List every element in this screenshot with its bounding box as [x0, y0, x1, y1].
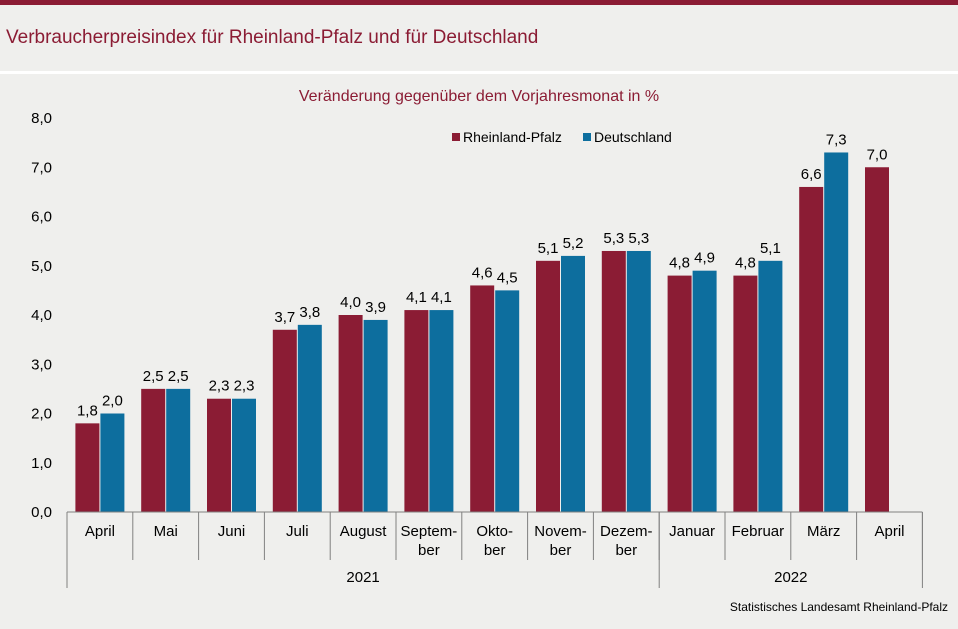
page-title: Verbraucherpreisindex für Rheinland-Pfal… [6, 27, 539, 48]
bar-rlp [141, 388, 166, 512]
bar-de [561, 255, 585, 512]
bar-de [758, 260, 783, 512]
data-label: 5,2 [563, 235, 584, 252]
legend-label: Deutschland [594, 129, 672, 145]
category-label: April [874, 523, 904, 540]
legend-swatch-rlp [452, 133, 460, 141]
bar-de [363, 319, 388, 512]
data-label: 7,3 [826, 131, 847, 148]
data-label: 5,1 [760, 240, 781, 257]
bar-de [692, 270, 717, 512]
year-group-label: 2021 [346, 569, 379, 586]
data-label: 4,8 [735, 255, 756, 272]
category-label: ber [484, 542, 506, 559]
data-label: 5,3 [603, 230, 624, 247]
y-tick-label: 5,0 [31, 258, 52, 275]
legend-label: Rheinland-Pfalz [463, 129, 562, 145]
bar-de [495, 290, 520, 512]
bar-rlp [470, 285, 495, 512]
category-label: April [85, 523, 115, 540]
category-label: Okto- [476, 523, 513, 540]
category-label: Januar [669, 523, 715, 540]
data-label: 3,9 [365, 299, 386, 316]
legend-swatch-de [583, 133, 591, 141]
source-note: Statistisches Landesamt Rheinland-Pfalz [729, 600, 948, 614]
chart-area: Veränderung gegenüber dem Vorjahresmonat… [0, 74, 958, 629]
category-label: Mai [154, 523, 178, 540]
bar-rlp [338, 315, 363, 512]
bar-de [100, 413, 125, 512]
data-label: 5,3 [628, 230, 649, 247]
data-label: 4,8 [669, 255, 690, 272]
data-label: 4,1 [431, 289, 452, 306]
data-label: 7,0 [867, 146, 888, 163]
data-label: 4,5 [497, 269, 518, 286]
data-label: 4,6 [472, 264, 493, 281]
top-accent-bar [0, 0, 958, 5]
category-label: Novem- [534, 523, 587, 540]
category-label: Juni [218, 523, 246, 540]
bar-de [824, 152, 849, 512]
bar-rlp [404, 310, 429, 512]
year-group-label: 2022 [774, 569, 807, 586]
bar-de [297, 324, 322, 512]
data-label: 4,1 [406, 289, 427, 306]
bar-de [232, 398, 256, 512]
bar-rlp [536, 260, 560, 512]
category-label: ber [615, 542, 637, 559]
category-label: ber [550, 542, 572, 559]
y-tick-label: 7,0 [31, 159, 52, 176]
bar-de [429, 310, 454, 512]
category-label: Juli [286, 523, 309, 540]
bar-de [166, 388, 191, 512]
data-label: 3,8 [299, 304, 320, 321]
bar-rlp [207, 398, 231, 512]
y-tick-label: 8,0 [31, 110, 52, 127]
bar-rlp [601, 250, 626, 512]
y-tick-label: 1,0 [31, 455, 52, 472]
data-label: 4,0 [340, 294, 361, 311]
bar-chart: Veränderung gegenüber dem Vorjahresmonat… [31, 88, 923, 588]
data-label: 1,8 [77, 402, 98, 419]
data-label: 4,9 [694, 250, 715, 267]
bar-rlp [799, 186, 824, 512]
data-label: 2,5 [168, 368, 189, 385]
data-label: 2,3 [234, 378, 255, 395]
y-tick-label: 3,0 [31, 356, 52, 373]
y-tick-label: 0,0 [31, 504, 52, 521]
data-label: 2,0 [102, 393, 123, 410]
category-label: ber [418, 542, 440, 559]
data-label: 2,5 [143, 368, 164, 385]
header: Verbraucherpreisindex für Rheinland-Pfal… [0, 5, 958, 74]
y-tick-label: 4,0 [31, 307, 52, 324]
data-label: 5,1 [538, 240, 559, 257]
bar-rlp [272, 329, 297, 512]
bar-rlp [75, 423, 100, 512]
y-tick-label: 2,0 [31, 406, 52, 423]
category-label: Februar [732, 523, 785, 540]
category-label: Dezem- [600, 523, 653, 540]
category-label: Septem- [401, 523, 458, 540]
category-label: August [340, 523, 388, 540]
y-tick-label: 6,0 [31, 209, 52, 226]
bar-rlp [733, 275, 758, 512]
bar-rlp [667, 275, 692, 512]
bar-de [626, 250, 651, 512]
data-label: 6,6 [801, 166, 822, 183]
category-label: März [807, 523, 840, 540]
data-label: 3,7 [274, 309, 295, 326]
chart-subtitle: Veränderung gegenüber dem Vorjahresmonat… [299, 88, 659, 105]
data-label: 2,3 [209, 378, 230, 395]
bar-rlp [865, 167, 889, 512]
